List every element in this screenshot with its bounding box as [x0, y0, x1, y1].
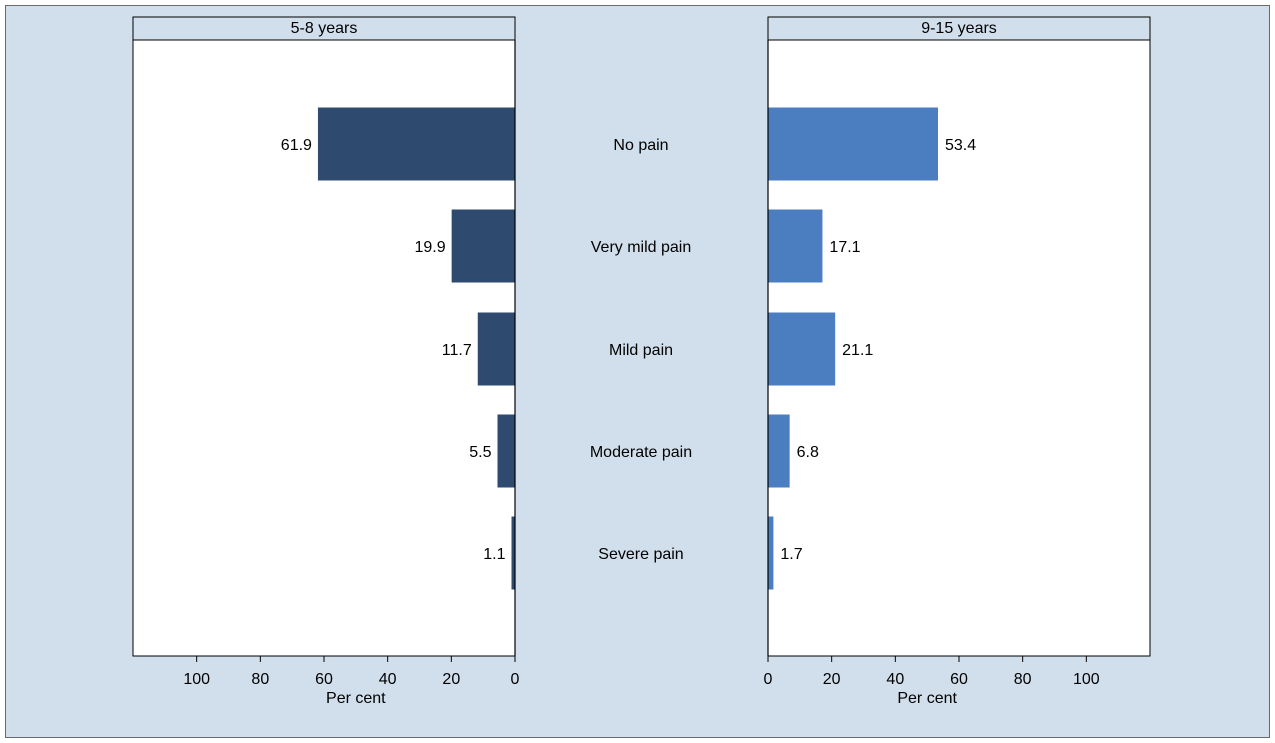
bar-value-label: 1.1	[483, 546, 505, 563]
bar	[768, 414, 790, 488]
bar-value-label: 19.9	[415, 239, 446, 256]
x-tick-label: 20	[823, 671, 841, 688]
x-tick-label: 0	[764, 671, 773, 688]
panel-title: 9-15 years	[921, 20, 997, 37]
panel-title: 5-8 years	[291, 20, 358, 37]
bar-value-label: 53.4	[945, 137, 976, 154]
x-tick-label: 0	[511, 671, 520, 688]
x-tick-label: 80	[1014, 671, 1032, 688]
x-tick-label: 40	[379, 671, 397, 688]
bar	[317, 107, 515, 181]
bar	[497, 414, 515, 488]
bar-value-label: 61.9	[281, 137, 312, 154]
bar	[451, 209, 515, 283]
bar-value-label: 5.5	[469, 444, 491, 461]
bar-value-label: 11.7	[442, 342, 472, 359]
x-tick-label: 60	[315, 671, 333, 688]
bar	[511, 516, 515, 590]
category-label: No pain	[613, 137, 668, 154]
x-tick-label: 40	[886, 671, 904, 688]
bar	[477, 312, 515, 386]
x-tick-label: 80	[251, 671, 269, 688]
category-label: Mild pain	[609, 342, 673, 359]
category-label: Very mild pain	[591, 239, 692, 256]
x-axis-label: Per cent	[897, 690, 957, 707]
bar-value-label: 17.1	[829, 239, 860, 256]
bar-value-label: 21.1	[842, 342, 873, 359]
x-axis-label: Per cent	[326, 690, 386, 707]
bar	[768, 312, 836, 386]
bar	[768, 516, 774, 590]
x-tick-label: 100	[183, 671, 210, 688]
bar-value-label: 1.7	[780, 546, 802, 563]
bar-value-label: 6.8	[797, 444, 819, 461]
category-label: Moderate pain	[590, 444, 692, 461]
bar	[768, 209, 823, 283]
bar	[768, 107, 938, 181]
x-tick-label: 100	[1073, 671, 1100, 688]
category-label: Severe pain	[598, 546, 683, 563]
x-tick-label: 60	[950, 671, 968, 688]
x-tick-label: 20	[442, 671, 460, 688]
